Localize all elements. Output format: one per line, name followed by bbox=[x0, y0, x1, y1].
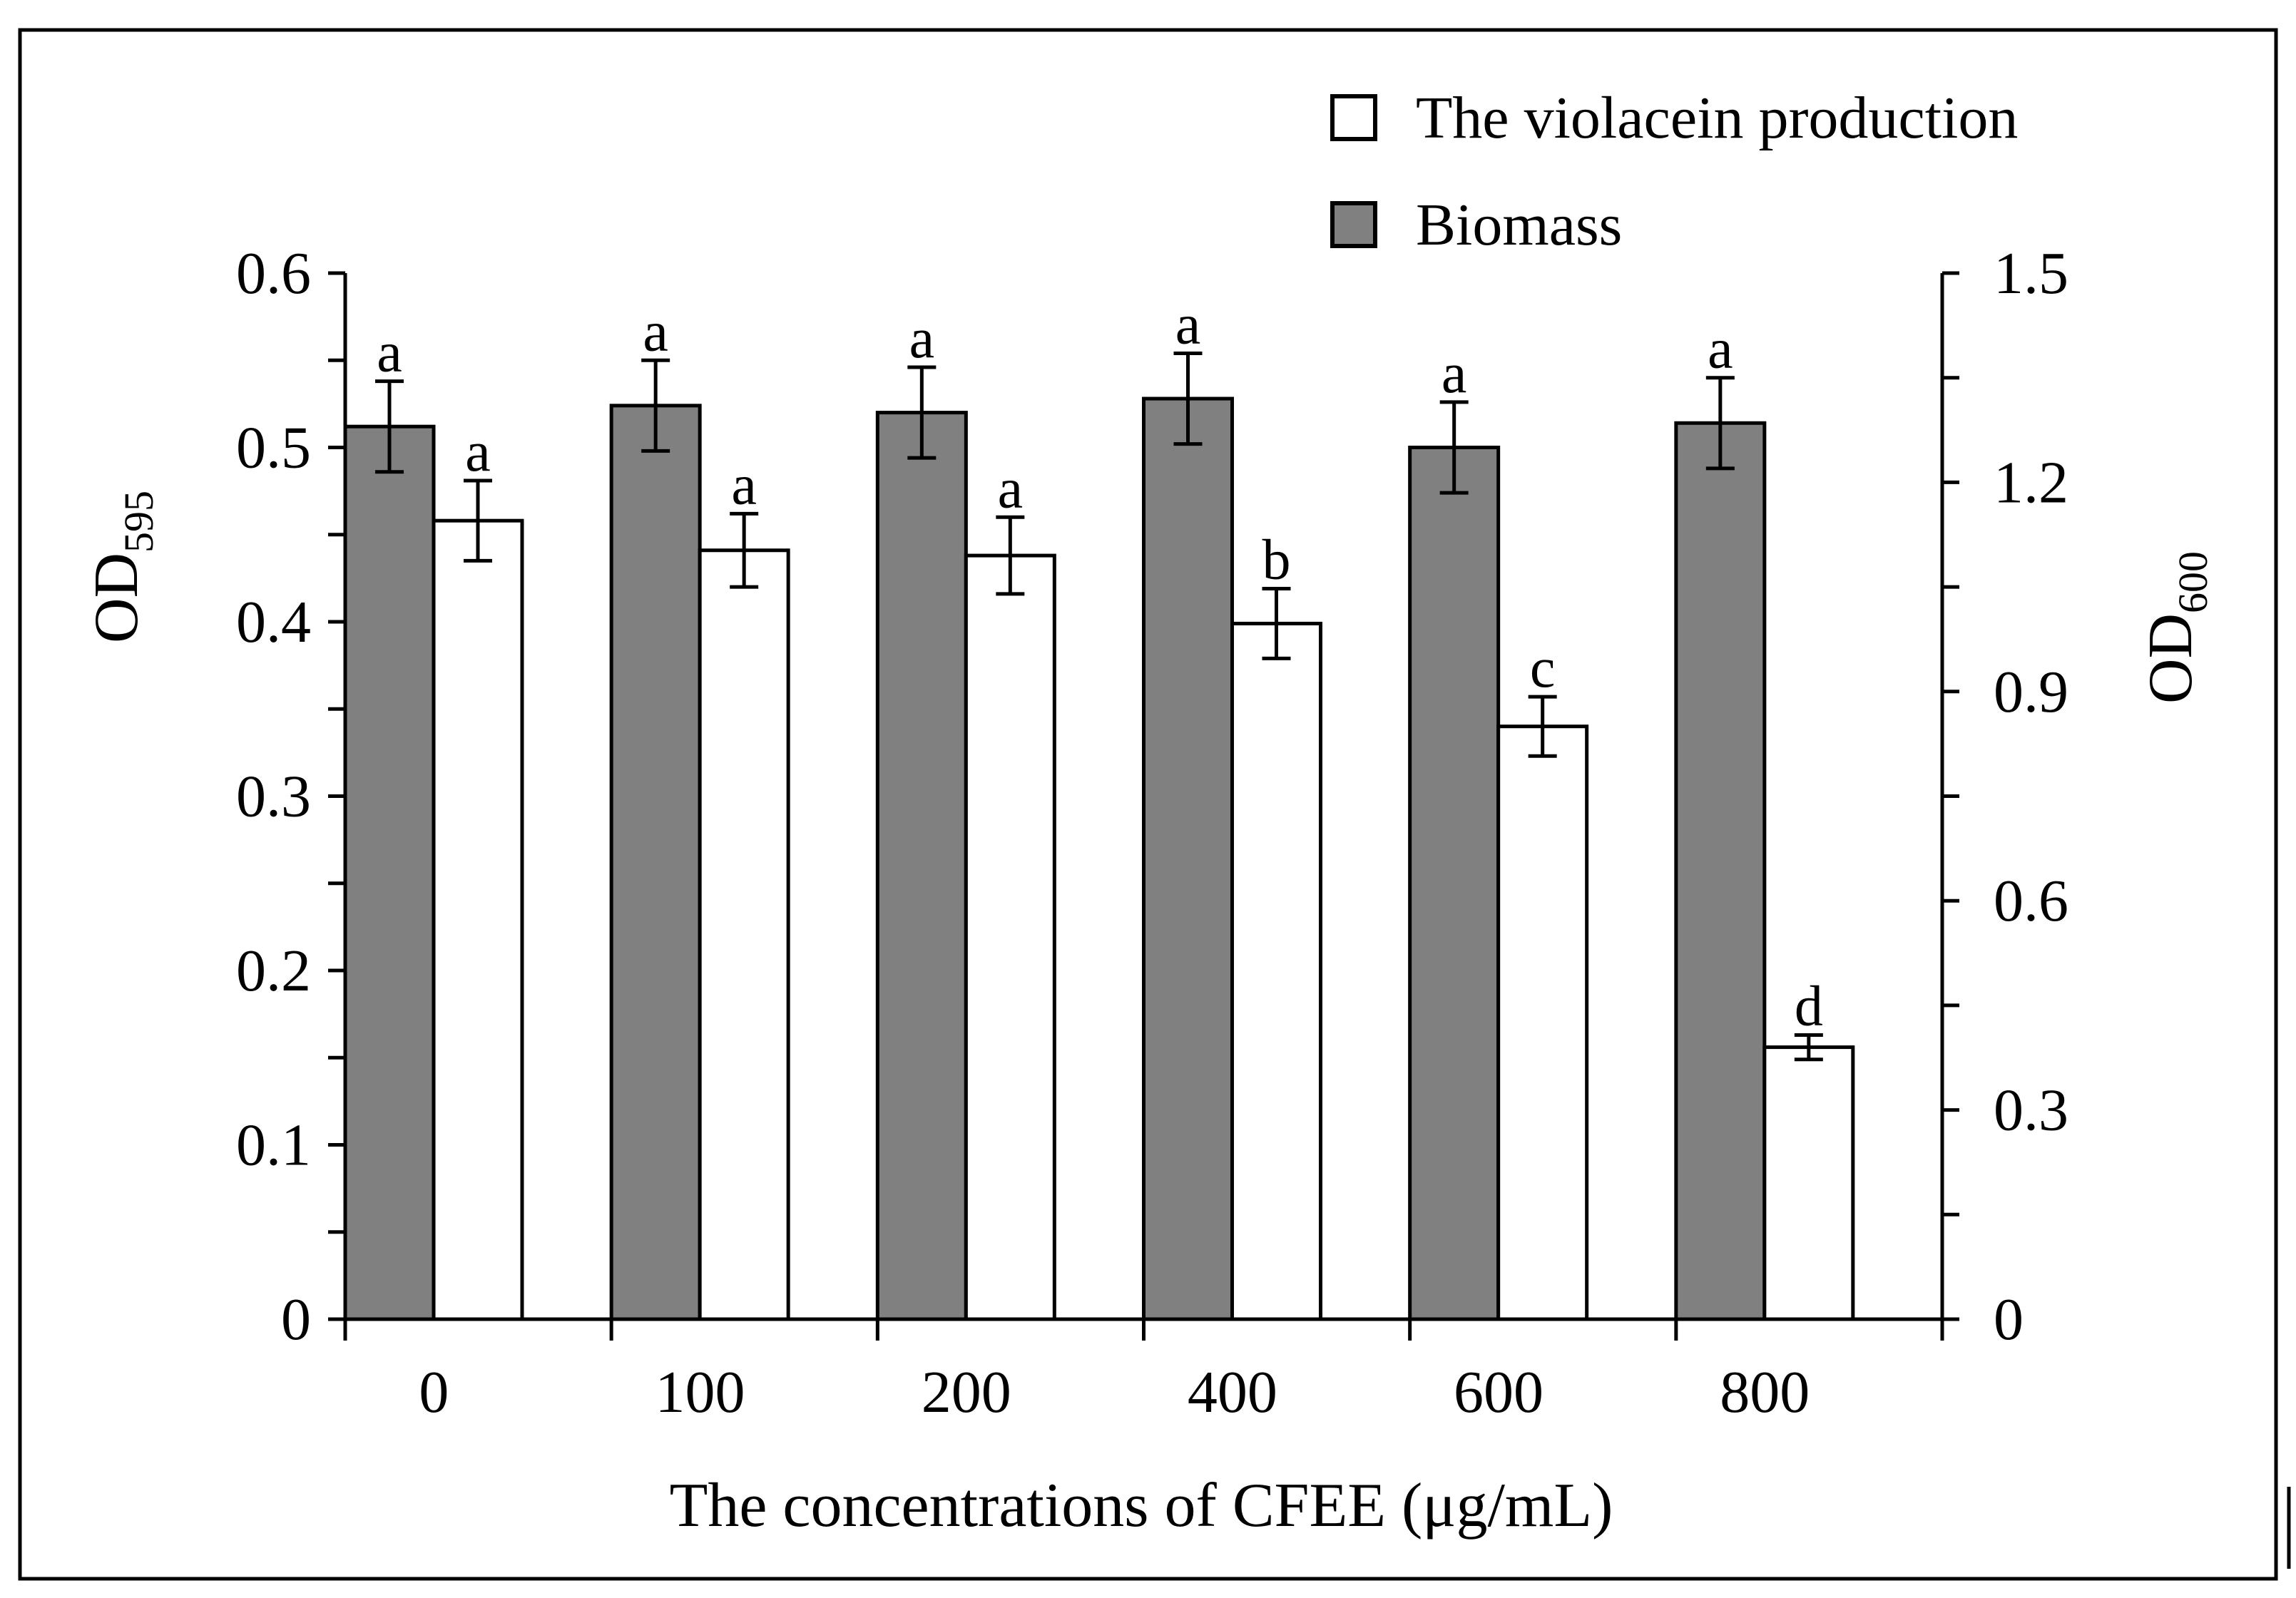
left-tick-label: 0.5 bbox=[236, 415, 311, 481]
x-tick-label: 100 bbox=[655, 1359, 745, 1425]
biomass-bar bbox=[609, 404, 702, 1321]
x-axis-label: The concentrations of CFEE (μg/mL) bbox=[670, 1471, 1613, 1540]
violacein-significance-letter: a bbox=[998, 457, 1024, 520]
violacein-bar bbox=[1230, 621, 1322, 1321]
violacein-significance-letter: a bbox=[731, 454, 757, 516]
left-tick-label: 0.4 bbox=[236, 589, 311, 655]
right-tick-label: 0.3 bbox=[1994, 1077, 2068, 1144]
x-tick-label: 200 bbox=[922, 1359, 1011, 1425]
error-bars-group bbox=[375, 351, 1823, 1062]
biomass-significance-letter: a bbox=[1442, 342, 1467, 405]
violacein-significance-letter: d bbox=[1795, 975, 1823, 1038]
x-tick-label: 800 bbox=[1720, 1359, 1810, 1425]
violacein-significance-letter: c bbox=[1530, 637, 1556, 700]
violacein-bar bbox=[1496, 724, 1589, 1321]
biomass-bar bbox=[1142, 396, 1234, 1321]
right-y-axis-label-base: OD bbox=[2136, 613, 2205, 704]
legend-label-violacein: The violacein production bbox=[1416, 85, 2018, 151]
biomass-bar bbox=[1408, 446, 1501, 1321]
violacein-significance-letter: b bbox=[1262, 529, 1291, 592]
violacein-bar bbox=[698, 548, 790, 1321]
left-y-axis-label: OD595 bbox=[82, 491, 162, 643]
legend-label-biomass: Biomass bbox=[1416, 192, 1622, 258]
significance-letters-group: a a a a a a a b a c a d bbox=[377, 293, 1823, 1038]
left-tick-label: 0.6 bbox=[236, 240, 311, 307]
biomass-bar bbox=[1674, 421, 1767, 1321]
left-y-axis-label-base: OD bbox=[82, 553, 151, 643]
left-y-axis-label-subscript: 595 bbox=[116, 491, 162, 553]
biomass-significance-letter: a bbox=[1708, 318, 1733, 381]
x-tick-label: 400 bbox=[1188, 1359, 1277, 1425]
violacein-significance-letter: a bbox=[465, 421, 491, 483]
right-y-axis-label-subscript: 600 bbox=[2170, 551, 2216, 613]
right-tick-label: 0.9 bbox=[1994, 659, 2068, 725]
legend: The violacein production Biomass bbox=[1330, 85, 2018, 258]
biomass-bar bbox=[875, 411, 968, 1321]
axes-group: 0 0.1 0.2 0.3 0.4 0.5 0.6 0 0.3 0.6 0.9 1.2 1.5 0 100 2… bbox=[82, 240, 2216, 1540]
right-tick-label: 1.5 bbox=[1994, 240, 2068, 307]
right-tick-label: 0.6 bbox=[1994, 868, 2068, 934]
legend-swatch-violacein bbox=[1330, 94, 1377, 141]
right-tick-label: 0 bbox=[1994, 1286, 2024, 1353]
right-y-axis-label: OD600 bbox=[2136, 551, 2216, 704]
violacein-bar bbox=[432, 518, 524, 1321]
left-tick-label: 0.1 bbox=[236, 1112, 311, 1179]
violacein-bar bbox=[1762, 1045, 1855, 1321]
right-tick-label: 1.2 bbox=[1994, 449, 2068, 516]
violacein-bar bbox=[964, 553, 1056, 1321]
biomass-significance-letter: a bbox=[1175, 293, 1201, 356]
x-tick-label: 0 bbox=[419, 1359, 449, 1425]
legend-swatch-biomass bbox=[1330, 201, 1377, 248]
left-tick-label: 0.3 bbox=[236, 764, 311, 830]
x-tick-label: 600 bbox=[1454, 1359, 1544, 1425]
left-tick-label: 0.2 bbox=[236, 938, 311, 1004]
biomass-significance-letter: a bbox=[377, 322, 402, 384]
left-tick-label: 0 bbox=[281, 1286, 311, 1353]
biomass-bar bbox=[343, 424, 436, 1321]
biomass-significance-letter: a bbox=[643, 300, 668, 363]
bars-group bbox=[343, 396, 1855, 1321]
biomass-significance-letter: a bbox=[909, 307, 935, 370]
